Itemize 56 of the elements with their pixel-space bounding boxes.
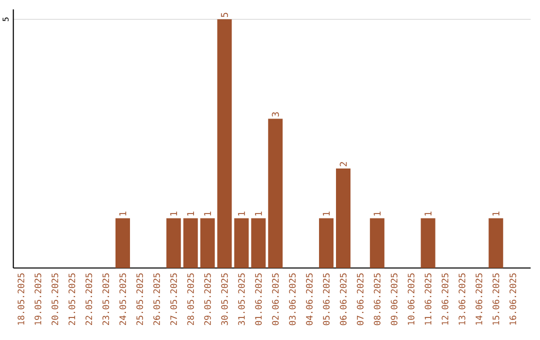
data-label: 1 (204, 212, 211, 216)
bar (115, 218, 130, 268)
data-label: 3 (272, 112, 279, 117)
x-tick-label: 21.05.2025 (68, 273, 76, 326)
bar (217, 19, 232, 268)
x-tick-label: 24.05.2025 (119, 273, 126, 326)
bar (268, 118, 283, 268)
data-label: 1 (255, 212, 262, 216)
bar (234, 218, 249, 268)
data-label: 1 (238, 212, 245, 216)
x-tick-label: 25.05.2025 (136, 273, 144, 326)
data-label: 1 (119, 212, 126, 216)
x-tick-label: 19.05.2025 (34, 273, 42, 325)
x-tick-label: 13.06.2025 (458, 273, 466, 325)
data-label: 5 (221, 12, 228, 18)
data-label: 1 (424, 212, 432, 216)
x-tick-label: 14.06.2025 (476, 273, 482, 325)
bar (251, 218, 266, 268)
x-tick-label: 31.05.2025 (238, 273, 245, 326)
x-tick-label: 07.06.2025 (356, 273, 364, 326)
x-tick-label: 18.05.2025 (18, 273, 24, 325)
bar (319, 218, 334, 268)
x-tick-label: 02.06.2025 (272, 273, 279, 326)
bar (166, 218, 181, 268)
x-tick-label: 16.06.2025 (510, 273, 516, 325)
x-tick-label: 22.05.2025 (85, 273, 92, 326)
x-tick-label: 05.06.2025 (322, 273, 330, 326)
x-tick-label: 28.05.2025 (187, 273, 194, 326)
x-tick-label: 23.05.2025 (102, 273, 110, 326)
x-tick-label: 10.06.2025 (408, 273, 414, 325)
data-label: 1 (374, 212, 381, 216)
x-tick-label: 09.06.2025 (390, 273, 398, 326)
x-tick-label: 01.06.2025 (255, 273, 262, 326)
data-label: 1 (170, 212, 178, 216)
x-tick-label: 12.06.2025 (442, 273, 448, 325)
bar (336, 168, 350, 268)
x-tick-label: 26.05.2025 (153, 273, 160, 326)
x-tick-label: 04.06.2025 (306, 273, 313, 326)
data-label: 1 (322, 212, 330, 216)
data-label: 1 (492, 212, 500, 216)
x-tick-label: 08.06.2025 (374, 273, 380, 326)
bar (420, 218, 436, 268)
bar (370, 218, 384, 268)
bar (183, 218, 198, 268)
x-tick-label: 06.06.2025 (340, 273, 347, 326)
bar (488, 218, 504, 268)
data-label: 1 (187, 212, 194, 216)
bar (200, 218, 215, 268)
data-label: 2 (340, 162, 347, 166)
x-tick-label: 03.06.2025 (289, 273, 296, 326)
x-tick-label: 29.05.2025 (204, 273, 211, 326)
x-tick-label: 20.05.2025 (52, 273, 58, 326)
x-tick-label: 15.06.2025 (492, 273, 500, 325)
x-tick-label: 27.05.2025 (170, 273, 177, 326)
x-tick-label: 30.05.2025 (221, 273, 228, 326)
x-tick-label: 11.06.2025 (424, 273, 432, 325)
